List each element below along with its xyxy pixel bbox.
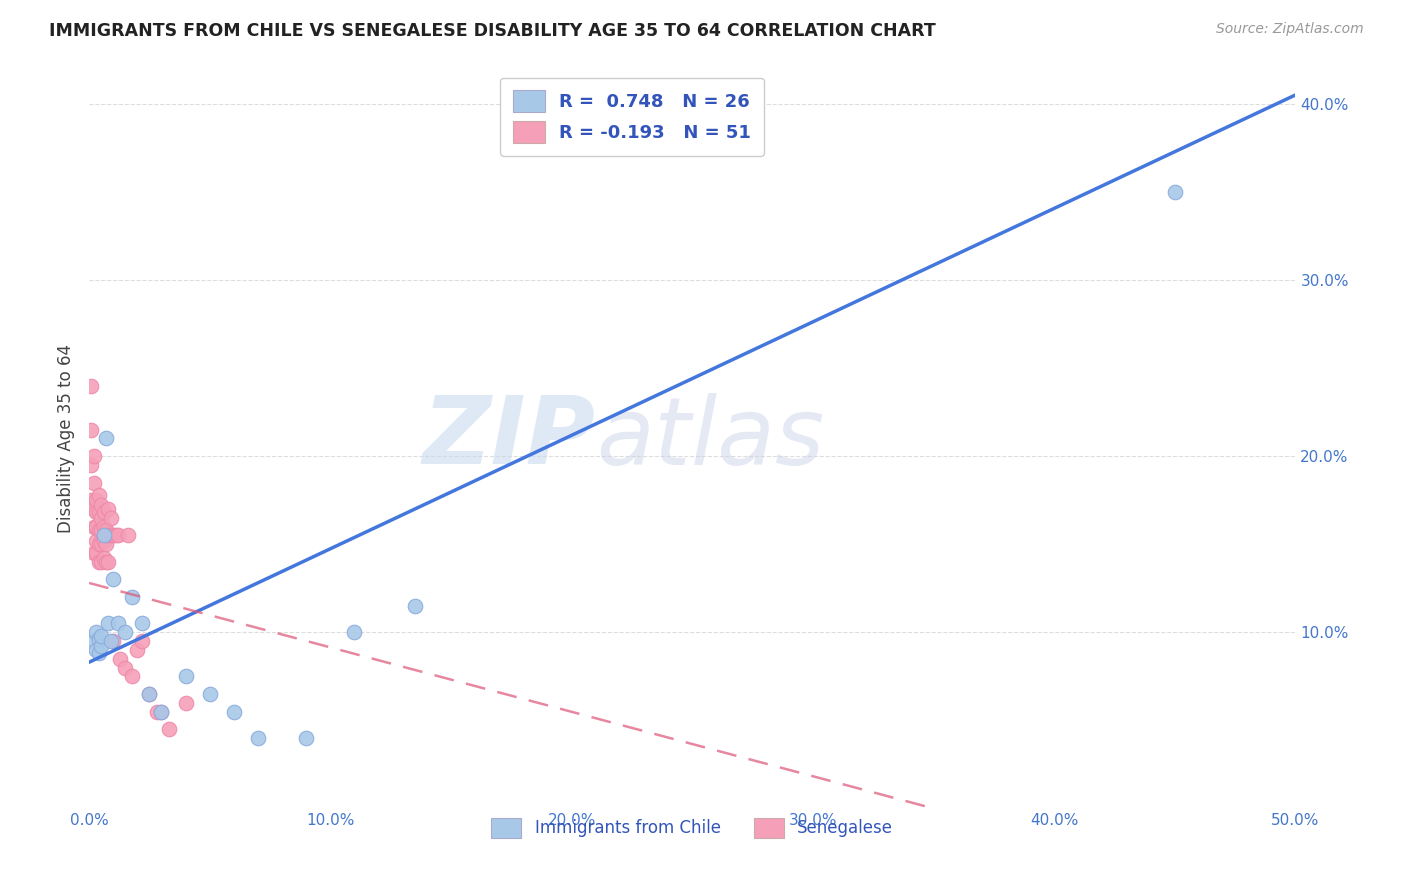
Point xyxy=(83,519,105,533)
Point xyxy=(150,705,173,719)
Point xyxy=(138,687,160,701)
Point xyxy=(87,632,110,647)
Point xyxy=(87,488,110,502)
Point xyxy=(198,687,221,701)
Point xyxy=(80,493,103,508)
Point xyxy=(84,533,107,548)
Point xyxy=(90,537,112,551)
Point xyxy=(114,660,136,674)
Point xyxy=(94,432,117,446)
Point xyxy=(131,634,153,648)
Point xyxy=(100,528,122,542)
Point xyxy=(80,378,103,392)
Point xyxy=(84,519,107,533)
Point xyxy=(84,643,107,657)
Point xyxy=(145,705,167,719)
Point xyxy=(103,573,125,587)
Point xyxy=(93,528,115,542)
Text: IMMIGRANTS FROM CHILE VS SENEGALESE DISABILITY AGE 35 TO 64 CORRELATION CHART: IMMIGRANTS FROM CHILE VS SENEGALESE DISA… xyxy=(49,22,936,40)
Point xyxy=(93,506,115,520)
Point xyxy=(84,506,107,520)
Point xyxy=(83,546,105,560)
Point xyxy=(97,502,120,516)
Point xyxy=(84,546,107,560)
Point xyxy=(84,493,107,508)
Point xyxy=(93,551,115,566)
Point xyxy=(90,510,112,524)
Point xyxy=(138,687,160,701)
Point xyxy=(97,555,120,569)
Point xyxy=(222,705,245,719)
Point xyxy=(87,506,110,520)
Point xyxy=(121,669,143,683)
Point xyxy=(104,528,127,542)
Point xyxy=(94,555,117,569)
Point xyxy=(103,528,125,542)
Point xyxy=(87,555,110,569)
Point xyxy=(131,616,153,631)
Point xyxy=(100,510,122,524)
Point xyxy=(90,499,112,513)
Point xyxy=(121,590,143,604)
Point xyxy=(295,731,318,745)
Y-axis label: Disability Age 35 to 64: Disability Age 35 to 64 xyxy=(58,344,75,533)
Point xyxy=(90,629,112,643)
Point xyxy=(110,651,132,665)
Point xyxy=(157,722,180,736)
Point xyxy=(97,616,120,631)
Point xyxy=(127,643,149,657)
Point xyxy=(80,458,103,472)
Point xyxy=(90,523,112,537)
Point xyxy=(103,634,125,648)
Point xyxy=(87,647,110,661)
Point xyxy=(90,640,112,654)
Point xyxy=(246,731,269,745)
Point xyxy=(94,523,117,537)
Point xyxy=(343,625,366,640)
Point xyxy=(94,537,117,551)
Point xyxy=(107,616,129,631)
Text: ZIP: ZIP xyxy=(423,392,596,484)
Point xyxy=(117,528,139,542)
Text: Source: ZipAtlas.com: Source: ZipAtlas.com xyxy=(1216,22,1364,37)
Point xyxy=(90,555,112,569)
Point xyxy=(97,528,120,542)
Point xyxy=(83,475,105,490)
Point xyxy=(107,528,129,542)
Legend: Immigrants from Chile, Senegalese: Immigrants from Chile, Senegalese xyxy=(485,811,900,845)
Point xyxy=(84,625,107,640)
Text: atlas: atlas xyxy=(596,393,824,484)
Point xyxy=(87,523,110,537)
Point xyxy=(114,625,136,640)
Point xyxy=(93,533,115,548)
Point xyxy=(174,669,197,683)
Point xyxy=(83,449,105,463)
Point xyxy=(83,634,105,648)
Point xyxy=(80,423,103,437)
Point xyxy=(1164,185,1187,199)
Point xyxy=(83,502,105,516)
Point xyxy=(150,705,173,719)
Point xyxy=(404,599,426,613)
Point xyxy=(100,634,122,648)
Point xyxy=(87,537,110,551)
Point xyxy=(174,696,197,710)
Point xyxy=(93,519,115,533)
